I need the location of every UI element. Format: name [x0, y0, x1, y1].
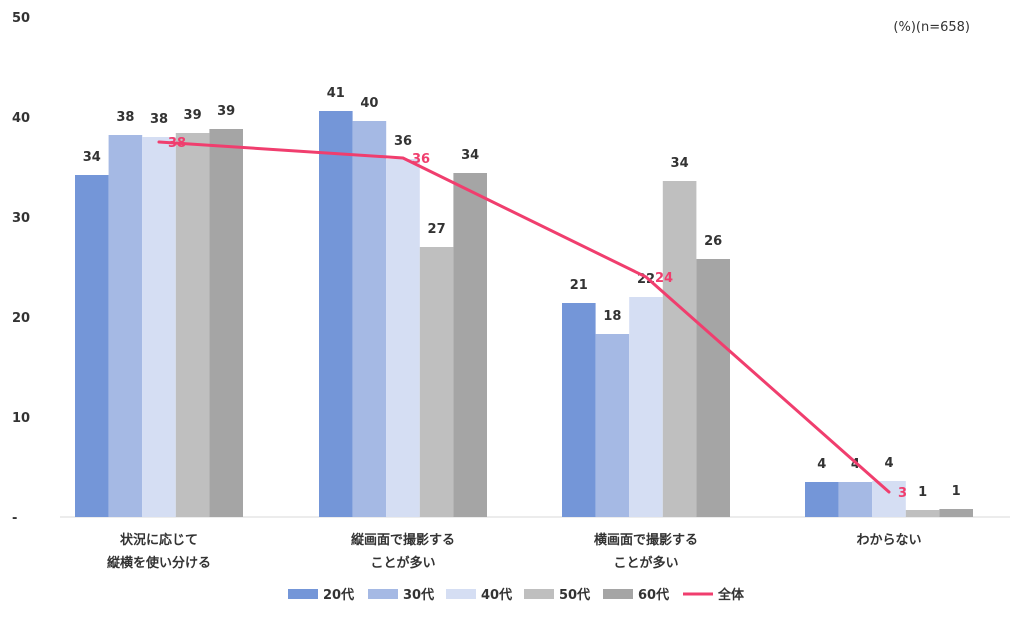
legend-label: 20代: [323, 587, 354, 603]
bar: [420, 247, 454, 517]
bar: [109, 135, 143, 517]
bar-value-label: 34: [671, 156, 689, 171]
line-total: [159, 142, 889, 492]
bar-value-label: 26: [704, 234, 722, 249]
legend-label: 30代: [403, 587, 434, 603]
bar-value-label: 38: [150, 112, 168, 127]
line-value-label: 24: [655, 271, 673, 286]
bar: [319, 111, 353, 517]
y-tick-label: 10: [12, 411, 30, 426]
bar-value-label: 21: [570, 278, 588, 293]
bar: [453, 173, 487, 517]
chart-note: (%)(n=658): [893, 20, 970, 35]
x-category-label: わからない: [856, 533, 921, 548]
bar: [142, 137, 176, 517]
line-value-label: 36: [412, 152, 430, 167]
x-category-label: 縦画面で撮影する: [351, 532, 455, 548]
y-tick-label: 50: [12, 11, 30, 26]
bar-value-label: 39: [184, 108, 202, 123]
legend-label: 60代: [638, 587, 669, 603]
bar: [696, 259, 730, 517]
bar: [353, 121, 387, 517]
bar: [386, 159, 420, 517]
y-tick-label: 30: [12, 211, 30, 226]
bar-value-label: 36: [394, 134, 412, 149]
legend-label: 50代: [559, 587, 590, 603]
bar-value-label: 27: [428, 222, 446, 237]
legend-swatch: [603, 589, 633, 599]
y-tick-label: 40: [12, 111, 30, 126]
bar: [906, 510, 940, 517]
bar: [75, 175, 109, 517]
bar-value-label: 34: [461, 148, 479, 163]
bar-value-label: 4: [817, 457, 826, 472]
x-category-label: 横画面で撮影する: [594, 532, 698, 548]
legend-swatch: [446, 589, 476, 599]
x-category-label: ことが多い: [613, 555, 678, 571]
legend-swatch: [368, 589, 398, 599]
legend-swatch: [524, 589, 554, 599]
bar: [176, 133, 210, 517]
bar-value-label: 40: [360, 96, 378, 111]
x-category-label: 縦横を使い分ける: [107, 555, 211, 571]
x-category-label: 状況に応じて: [120, 532, 198, 548]
bar-value-label: 34: [83, 150, 101, 165]
bar: [805, 482, 839, 517]
legend-label: 40代: [481, 587, 512, 603]
y-tick-label: 20: [12, 311, 30, 326]
bar-value-label: 1: [952, 484, 961, 499]
bar-value-label: 39: [217, 104, 235, 119]
y-tick-label: -: [12, 511, 17, 526]
bar: [629, 297, 663, 517]
bar-value-label: 41: [327, 86, 345, 101]
bar: [939, 509, 973, 517]
bar: [209, 129, 243, 517]
line-value-label: 3: [898, 486, 907, 501]
bar: [663, 181, 697, 517]
bar-value-label: 38: [116, 110, 134, 125]
x-category-label: ことが多い: [370, 555, 435, 571]
bar: [839, 482, 873, 517]
bar-value-label: 4: [884, 456, 893, 471]
line-value-label: 38: [168, 136, 186, 151]
bar-value-label: 1: [918, 485, 927, 500]
legend-label: 全体: [717, 587, 745, 603]
bar: [562, 303, 596, 517]
bar-value-label: 18: [603, 309, 621, 324]
legend-swatch: [288, 589, 318, 599]
bar: [596, 334, 630, 517]
